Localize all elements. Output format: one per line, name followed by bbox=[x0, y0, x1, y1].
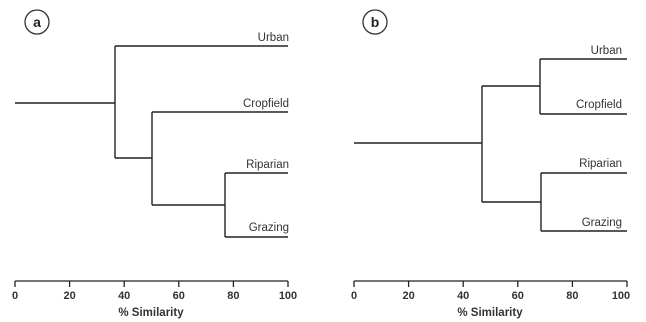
panel-a-tick-label-100: 100 bbox=[279, 290, 297, 302]
panel-b-join-riparian-grazing bbox=[482, 173, 542, 231]
panel-b-leaf-riparian: Riparian bbox=[579, 158, 622, 170]
panel-b-tick-label-0: 0 bbox=[351, 290, 357, 302]
panel-b-tick-label-20: 20 bbox=[402, 290, 414, 302]
panel-b-join-urban-cropfield bbox=[482, 59, 541, 114]
panel-a-leaf-urban: Urban bbox=[258, 32, 289, 44]
panel-b-badge bbox=[362, 9, 388, 35]
panel-b: b Urban Cropfield Riparian Grazing 0 20 … bbox=[351, 9, 630, 319]
panel-b-letter: b bbox=[371, 14, 380, 30]
panel-b-join-root bbox=[354, 86, 483, 202]
panel-b-tick-label-40: 40 bbox=[457, 290, 469, 302]
panel-a-letter: a bbox=[33, 14, 41, 30]
panel-b-leaf-cropfield: Cropfield bbox=[576, 99, 622, 111]
panel-a-join-riparian-grazing bbox=[152, 173, 226, 237]
panel-b-leaf-grazing: Grazing bbox=[582, 217, 622, 229]
panel-b-tick-label-100: 100 bbox=[612, 290, 630, 302]
panel-a-leaf-cropfield: Cropfield bbox=[243, 98, 289, 110]
panel-a-tick-label-20: 20 bbox=[63, 290, 75, 302]
panel-a-tick-label-40: 40 bbox=[118, 290, 130, 302]
panel-a-tick-label-0: 0 bbox=[12, 290, 18, 302]
panel-a-tick-label-80: 80 bbox=[227, 290, 239, 302]
panel-b-leaf-urban: Urban bbox=[591, 45, 622, 57]
panel-b-tick-label-60: 60 bbox=[512, 290, 524, 302]
panel-b-tick-label-80: 80 bbox=[566, 290, 578, 302]
panel-a-leaf-grazing: Grazing bbox=[249, 222, 289, 234]
panel-a-axis-title: % Similarity bbox=[118, 307, 184, 319]
panel-a-badge bbox=[24, 9, 50, 35]
panel-a-join-cropfield-group bbox=[115, 112, 153, 205]
panel-a: a Urban Cropfield Riparian Grazing 0 20 … bbox=[12, 9, 297, 319]
panel-a-leaf-riparian: Riparian bbox=[246, 159, 289, 171]
panel-a-tick-label-60: 60 bbox=[173, 290, 185, 302]
panel-b-axis-title: % Similarity bbox=[457, 307, 523, 319]
panel-a-join-root bbox=[15, 46, 116, 158]
